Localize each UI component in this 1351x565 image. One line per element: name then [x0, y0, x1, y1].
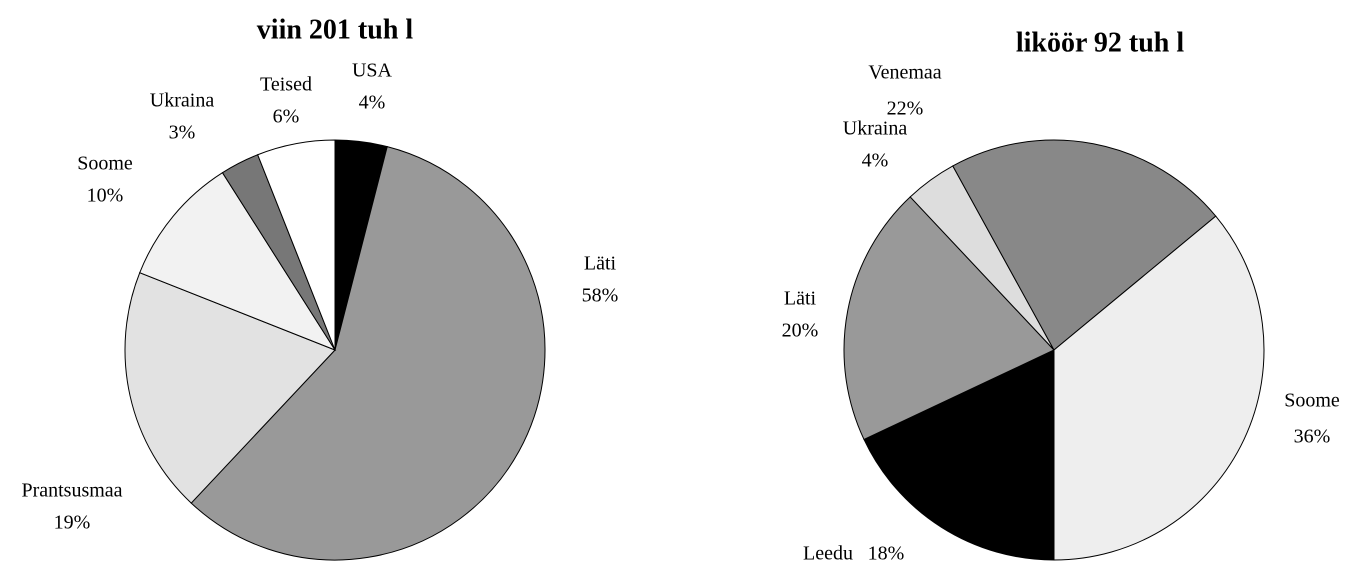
- slice-value-label: 20%: [782, 320, 819, 342]
- pie-slice: [1053, 215, 1265, 561]
- slice-name: Prantsusmaa: [21, 480, 122, 502]
- slice-name: Leedu: [803, 543, 853, 565]
- slice-value-label: 36%: [1294, 426, 1331, 448]
- pie-slice: [139, 172, 337, 352]
- slice-value-label: 6%: [273, 106, 300, 128]
- pie-slice: [257, 139, 336, 351]
- chart-title: liköör 92 tuh l: [1016, 27, 1185, 58]
- chart-title: viin 201 tuh l: [257, 14, 414, 45]
- pie-slice: [952, 139, 1217, 351]
- pie-slice: [843, 196, 1055, 441]
- slice-name: Soome: [77, 153, 133, 175]
- pie-slice: [190, 145, 546, 561]
- slice-value-label: 4%: [359, 92, 386, 114]
- slice-value-label: 3%: [169, 122, 196, 144]
- slice-name: Ukraina: [150, 90, 215, 112]
- slice-name: Ukraina: [843, 118, 908, 140]
- slice-value-label: 22%: [887, 98, 924, 120]
- slice-value-label: 10%: [87, 185, 124, 207]
- slice-value-label: 18%: [868, 543, 905, 565]
- slice-value-label: 58%: [582, 285, 619, 307]
- pie-slice: [863, 349, 1055, 561]
- pie-slice: [124, 272, 336, 504]
- slice-name: Läti: [784, 288, 817, 310]
- slice-name: Läti: [584, 253, 617, 275]
- slice-name: Teised: [260, 74, 312, 96]
- slice-value-label: 19%: [54, 512, 91, 534]
- slice-value-label: 4%: [862, 150, 889, 172]
- slice-name: USA: [352, 60, 393, 82]
- slice-name: Venemaa: [868, 62, 941, 84]
- slice-name: Soome: [1284, 390, 1340, 412]
